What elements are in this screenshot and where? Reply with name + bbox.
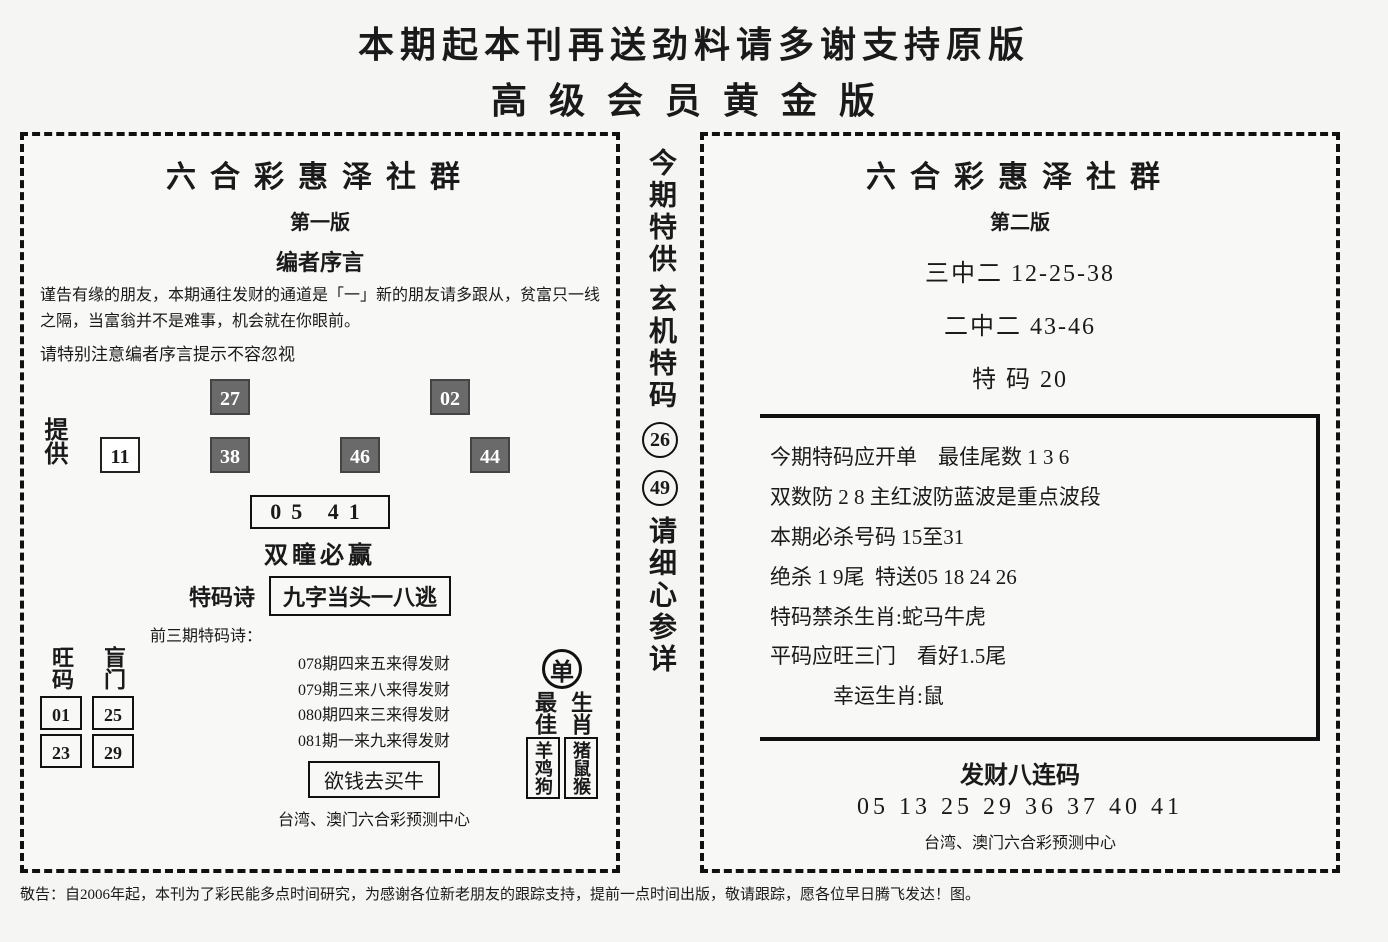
left-source: 台湾、澳门六合彩预测中心 (148, 806, 600, 830)
number-box-1: 02 (430, 379, 470, 415)
mang-0: 25 (92, 696, 134, 730)
center-spine: 今期特供 玄机特码 26 49 请细心参详 (620, 132, 700, 873)
zodiac-box-a: 羊鸡狗 (526, 737, 560, 799)
right-line-2: 二中二 43-46 (720, 306, 1320, 341)
block-4: 特码禁杀生肖:蛇马牛虎 (770, 598, 1296, 638)
wang-1: 23 (40, 734, 82, 768)
left-panel: 六合彩惠泽社群 第一版 编者序言 谨告有缘的朋友，本期通往发财的通道是「一」新的… (20, 132, 620, 873)
left-edition: 第一版 (40, 206, 600, 235)
wang-0: 01 (40, 696, 82, 730)
dan-circle: 单 (542, 649, 582, 689)
buy-box: 欲钱去买牛 (308, 761, 440, 798)
right-title: 六合彩惠泽社群 (720, 152, 1320, 196)
number-box-4: 46 (340, 437, 380, 473)
dan-zodiac-block: 单 最佳 生肖 羊鸡狗 猪鼠猴 (526, 649, 598, 799)
spine-seg-2: 玄机特码 (640, 284, 680, 412)
right-line-3: 特 码 20 (720, 359, 1320, 394)
number-box-5: 44 (470, 437, 510, 473)
spine-circle-0: 26 (642, 422, 678, 458)
panels-row: 六合彩惠泽社群 第一版 编者序言 谨告有缘的朋友，本期通往发财的通道是「一」新的… (20, 132, 1368, 873)
left-title: 六合彩惠泽社群 (40, 152, 600, 196)
wang-mang-cols: 旺码 01 23 盲门 25 29 (40, 646, 134, 770)
spine-seg-3: 请细心参详 (640, 516, 680, 676)
header-line-2: 高级会员黄金版 (20, 72, 1368, 124)
numbers-area: 提供 270211384644 (40, 379, 600, 489)
poem-label: 特码诗 (189, 580, 255, 612)
preface-heading: 编者序言 (40, 245, 600, 277)
right-panel: 六合彩惠泽社群 第二版 三中二 12-25-38 二中二 43-46 特 码 2… (700, 132, 1340, 873)
right-line-1: 三中二 12-25-38 (720, 253, 1320, 288)
spine-circle-1: 49 (642, 470, 678, 506)
block-3: 绝杀 1 9尾 特送05 18 24 26 (770, 558, 1296, 598)
left-bottom-row: 旺码 01 23 盲门 25 29 078期四来五来得发财 079期三来八来得发… (40, 646, 600, 829)
number-box-2: 11 (100, 437, 140, 473)
right-edition: 第二版 (720, 206, 1320, 235)
block-5: 平码应旺三门 看好1.5尾 (770, 637, 1296, 677)
mang-1: 29 (92, 734, 134, 768)
block-0: 今期特码应开单 最佳尾数 1 3 6 (770, 438, 1296, 478)
preface-text: 谨告有缘的朋友，本期通往发财的通道是「一」新的朋友请多跟从，贫富只一线之隔，当富… (40, 283, 600, 334)
provide-label: 提供 (36, 417, 71, 465)
pair-box: 05 41 (250, 495, 390, 529)
page-footer: 敬告：自2006年起，本刊为了彩民能多点时间研究，为感谢各位新老朋友的跟踪支持，… (20, 883, 1368, 904)
right-info-block: 今期特码应开单 最佳尾数 1 3 6 双数防 2 8 主红波防蓝波是重点波段 本… (760, 414, 1320, 741)
eight-label: 发财八连码 (720, 755, 1320, 790)
zodiac-box-b: 猪鼠猴 (564, 737, 598, 799)
block-2: 本期必杀号码 15至31 (770, 518, 1296, 558)
mang-label: 盲门 (97, 646, 129, 690)
number-box-3: 38 (210, 437, 250, 473)
header-line-1: 本期起本刊再送劲料请多谢支持原版 (20, 16, 1368, 68)
col-best: 最佳 (528, 691, 560, 735)
right-source: 台湾、澳门六合彩预测中心 (720, 829, 1320, 853)
eight-numbers: 05 13 25 29 36 37 40 41 (720, 794, 1320, 821)
page-header: 本期起本刊再送劲料请多谢支持原版 高级会员黄金版 (20, 16, 1368, 124)
preface-note: 请特别注意编者序言提示不容忽视 (40, 340, 600, 365)
number-box-0: 27 (210, 379, 250, 415)
poem-row: 特码诗 九字当头一八逃 (40, 576, 600, 616)
spine-seg-1: 今期特供 (640, 148, 680, 276)
col-zodiac: 生肖 (564, 691, 596, 735)
win-line: 双瞳必赢 (40, 535, 600, 570)
block-1: 双数防 2 8 主红波防蓝波是重点波段 (770, 478, 1296, 518)
block-6: 幸运生肖:鼠 (770, 677, 1296, 717)
poem-box: 九字当头一八逃 (269, 576, 451, 616)
prev-poems-label: 前三期特码诗： (150, 622, 600, 646)
wang-label: 旺码 (45, 646, 77, 690)
